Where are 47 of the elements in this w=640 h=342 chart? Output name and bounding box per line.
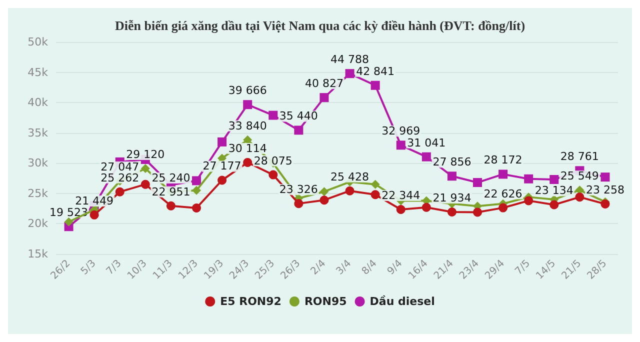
data-label: 31 041 [407,136,446,150]
data-label: 28 075 [254,154,292,168]
x-tick-label: 3/4 [334,258,354,278]
data-label: 39 666 [228,84,267,98]
data-label: 22 344 [382,189,420,202]
data-label: 29 120 [126,148,165,161]
y-tick-label: 20k [28,217,49,230]
data-label: 27 177 [202,160,242,173]
data-label: 25 262 [100,171,140,184]
data-label: 23 134 [534,184,574,198]
y-tick-label: 45k [28,66,49,79]
data-label: 44 788 [330,53,370,66]
chart-title: Diễn biến giá xăng dầu tại Việt Nam qua các kỳ điều hành (ĐVT: đồng/lít) [114,18,526,33]
data-label: 22 626 [484,187,522,200]
data-label: 40 827 [304,77,344,90]
legend-label: RON95 [304,295,347,308]
x-tick-label: 9/4 [386,258,405,278]
x-tick-label: 8/4 [360,258,380,278]
data-label: 42 841 [356,64,395,78]
y-tick-label: 25k [28,186,49,200]
x-tick-label: 7/5 [513,258,532,278]
data-label: 30 114 [228,142,267,155]
x-tick-label: 7/3 [104,258,124,278]
y-tick-label: 15k [28,248,49,260]
y-tick-label: 40k [28,96,49,110]
y-tick-label: 50k [28,36,49,48]
legend-label: Dầu diesel [370,295,435,308]
data-label: 32 969 [382,124,420,138]
data-label: 28 761 [560,150,599,164]
data-label: 27 047 [100,160,140,174]
data-label: 35 440 [279,110,318,123]
data-label: 25 428 [330,170,370,184]
data-label: 21 934 [432,192,472,204]
data-label: 33 840 [228,119,267,132]
y-tick-label: 30k [28,156,49,170]
data-label: 25 240 [152,171,190,184]
x-tick-label: 5/3 [79,258,98,278]
data-label: 23 326 [279,183,318,196]
data-label: 23 258 [586,183,624,196]
data-label: 28 172 [484,154,522,167]
data-label: 25 549 [560,170,599,183]
x-tick-label: 2/4 [308,258,328,278]
data-label: 21 449 [75,194,114,208]
legend-label: E5 RON92 [220,295,282,308]
data-label: 27 856 [432,156,472,169]
y-tick-label: 35k [28,126,49,140]
data-label: 22 951 [152,185,190,198]
